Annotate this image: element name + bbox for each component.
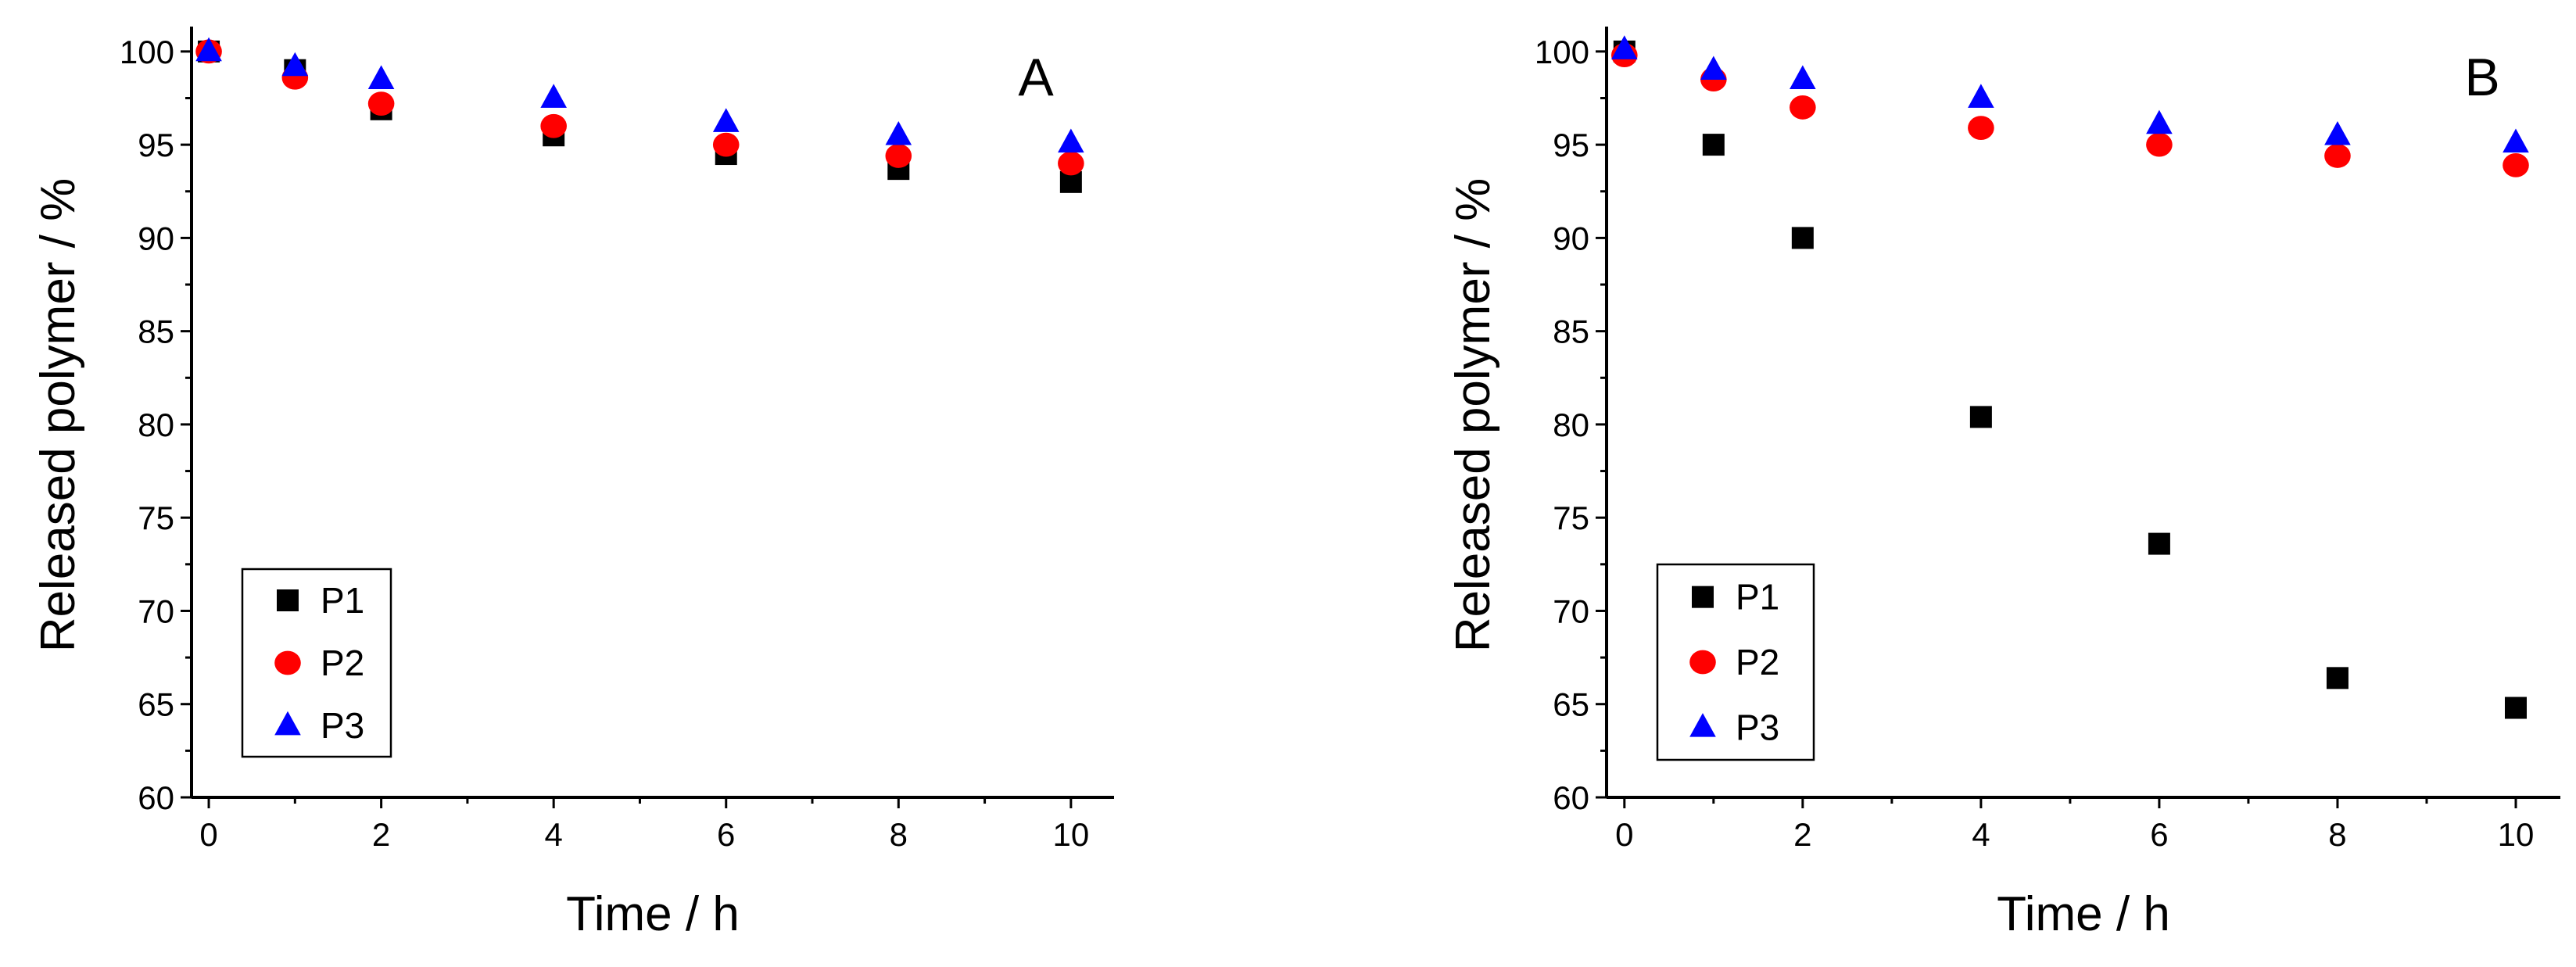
y-axis-label: Released polymer / % [31, 178, 85, 653]
y-tick-label: 60 [1553, 779, 1589, 816]
legend-label: P1 [1736, 577, 1779, 618]
x-tick-label: 0 [199, 816, 217, 853]
series-p2 [1611, 43, 2529, 177]
data-point [2324, 120, 2351, 145]
data-point [2146, 109, 2173, 134]
y-tick-label: 90 [1553, 220, 1589, 256]
data-point [2324, 144, 2351, 168]
data-point [885, 120, 912, 145]
series-p1 [198, 40, 1082, 193]
data-point [712, 132, 740, 157]
legend-label: P3 [321, 705, 364, 746]
y-tick-label: 65 [1553, 686, 1589, 723]
y-tick-label: 60 [138, 779, 174, 816]
panel-label: A [1018, 48, 1054, 107]
y-tick-label: 100 [120, 34, 174, 70]
y-tick-label: 75 [138, 500, 174, 536]
x-tick-label: 4 [1972, 816, 1990, 853]
data-point [1700, 56, 1727, 81]
data-point [195, 37, 222, 62]
x-tick-label: 10 [1053, 816, 1090, 853]
legend-box [1656, 563, 1815, 761]
legend-marker [274, 650, 301, 675]
data-point [1702, 134, 1725, 156]
data-point [1058, 151, 1084, 176]
data-point [1791, 227, 1814, 249]
series-p3 [195, 37, 1084, 153]
legend-marker [1692, 586, 1714, 608]
data-point [1968, 116, 1994, 141]
x-tick-label: 2 [1793, 816, 1811, 853]
data-point [1058, 128, 1084, 153]
legend: P1 P2 P3 [241, 568, 392, 758]
y-tick-label: 85 [138, 313, 174, 350]
y-tick-label: 75 [1553, 500, 1589, 536]
x-axis-label: Time / h [566, 887, 740, 941]
chart-panel-b: 60 65 70 75 80 85 90 95 100 0 2 4 6 8 10 Time / h Releas… [1446, 27, 2560, 941]
legend-marker [274, 711, 301, 736]
data-point [1611, 35, 1638, 59]
chart-panel-a: 60 65 70 75 80 85 90 95 100 0 2 4 6 8 10 Time / h Releas… [31, 27, 1114, 941]
data-point [2503, 152, 2529, 177]
legend-label: P2 [321, 643, 364, 683]
series-p3 [1611, 35, 2529, 153]
y-tick-label: 80 [1553, 406, 1589, 443]
data-point [367, 65, 395, 89]
legend-marker [277, 589, 299, 611]
data-point [2326, 667, 2348, 689]
y-tick-label: 100 [1535, 34, 1589, 70]
y-tick-label: 65 [138, 686, 174, 723]
y-axis-label: Released polymer / % [1446, 178, 1500, 653]
legend-marker [1689, 650, 1716, 675]
legend-label: P2 [1736, 642, 1779, 682]
data-point [885, 144, 912, 168]
legend-label: P1 [321, 580, 364, 621]
data-point [367, 91, 395, 116]
y-tick-label: 95 [1553, 127, 1589, 163]
legend-box [241, 568, 392, 758]
series-p2 [195, 39, 1084, 176]
y-tick-label: 70 [1553, 593, 1589, 629]
x-tick-label: 6 [2150, 816, 2168, 853]
data-point [281, 52, 309, 77]
y-tick-label: 70 [138, 593, 174, 629]
data-point [2504, 697, 2527, 719]
x-axis-label: Time / h [1997, 887, 2170, 941]
data-point [1790, 65, 1816, 89]
legend: P1 P2 P3 [1656, 563, 1815, 761]
panel-label: B [2464, 48, 2499, 107]
data-point [1968, 84, 1994, 108]
data-point [1790, 95, 1816, 120]
data-point [2146, 132, 2173, 157]
y-tick-label: 90 [138, 220, 174, 256]
x-tick-label: 8 [2328, 816, 2346, 853]
data-point [1969, 406, 1992, 428]
x-tick-label: 8 [890, 816, 908, 853]
y-tick-label: 80 [138, 406, 174, 443]
x-tick-label: 2 [372, 816, 390, 853]
data-point [2503, 128, 2529, 153]
x-tick-label: 6 [717, 816, 735, 853]
data-point [712, 108, 740, 132]
x-tick-label: 10 [2498, 816, 2535, 853]
x-tick-label: 0 [1615, 816, 1633, 853]
x-tick-label: 4 [544, 816, 562, 853]
legend-marker [1689, 713, 1716, 737]
data-point [540, 84, 567, 108]
data-point [540, 113, 567, 138]
data-point [2148, 532, 2170, 555]
legend-label: P3 [1736, 707, 1779, 747]
y-tick-label: 95 [138, 127, 174, 163]
y-tick-label: 85 [1553, 313, 1589, 350]
